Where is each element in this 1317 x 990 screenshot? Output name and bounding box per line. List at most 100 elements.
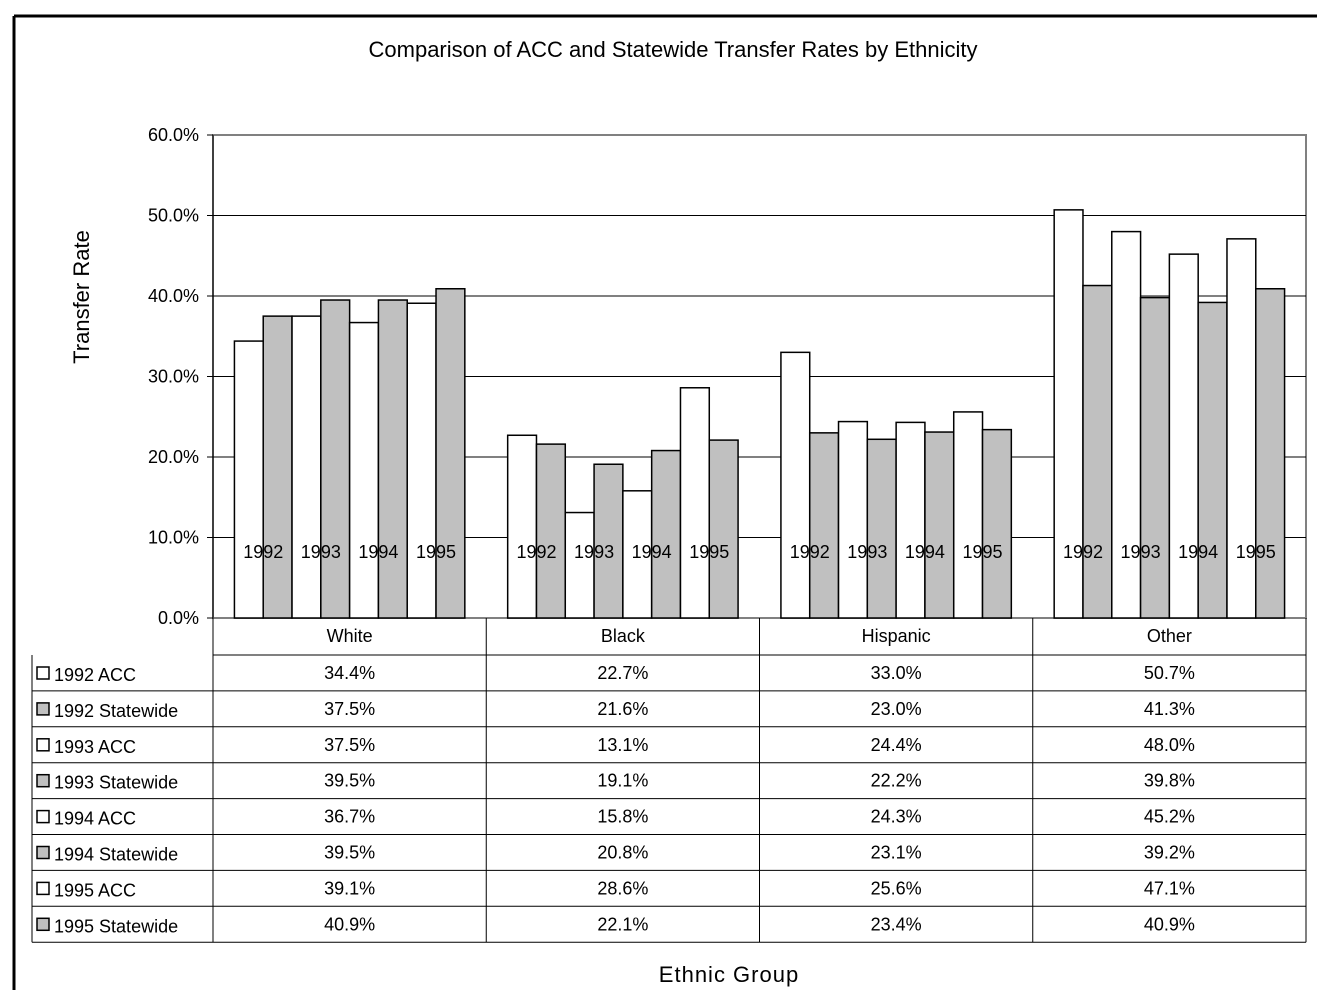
- legend-swatch: [36, 666, 50, 680]
- bar-year-label: 1993: [574, 542, 614, 562]
- bar-year-label: 1993: [1121, 542, 1161, 562]
- data-label: 45.2%: [1144, 807, 1195, 827]
- data-label: 50.7%: [1144, 663, 1195, 683]
- bar-year-label: 1995: [416, 542, 456, 562]
- bar-year-label: 1993: [301, 542, 341, 562]
- bar-1995-acc-black: [679, 387, 711, 619]
- bar-year-label: 1992: [516, 542, 556, 562]
- bar-1993-statewide-white: [320, 299, 351, 619]
- data-label: 47.1%: [1144, 878, 1195, 898]
- bar-year-label: 1992: [243, 542, 283, 562]
- bar-1992-acc-hispanic: [780, 351, 811, 619]
- bar-1992-acc-other: [1053, 209, 1084, 619]
- data-label: 19.1%: [597, 771, 648, 791]
- legend-label: 1993 ACC: [54, 737, 136, 757]
- data-label: 21.6%: [597, 699, 648, 719]
- category-label: White: [327, 626, 373, 646]
- bar-1993-statewide-other: [1139, 296, 1171, 619]
- data-label: 15.8%: [597, 807, 648, 827]
- bar-1992-statewide-hispanic: [808, 432, 840, 619]
- data-label: 23.1%: [871, 843, 922, 863]
- data-label: 40.9%: [324, 914, 375, 934]
- bar-year-label: 1995: [1236, 542, 1276, 562]
- data-label: 40.9%: [1144, 914, 1195, 934]
- bar-1992-acc-black: [506, 434, 538, 619]
- data-label: 23.0%: [871, 699, 922, 719]
- category-label: Other: [1147, 626, 1192, 646]
- bar-1992-statewide-black: [535, 443, 567, 619]
- data-label: 24.3%: [871, 807, 922, 827]
- bar-year-labels: 1992 1993 1994 1995 1992 1993 1994 1995 1992 1993…: [243, 542, 1276, 562]
- data-label: 37.5%: [324, 699, 375, 719]
- legend-swatch: [36, 702, 50, 716]
- bar-1994-statewide-white: [377, 299, 408, 619]
- legend-label: 1992 Statewide: [54, 701, 178, 721]
- data-table: White Black Hispanic Other 1992 ACC 34.4% 22.7…: [31, 618, 1307, 943]
- bar-1993-statewide-hispanic: [866, 438, 897, 619]
- legend-label: 1995 ACC: [54, 880, 136, 900]
- bar-year-label: 1994: [905, 542, 945, 562]
- bar-year-label: 1993: [847, 542, 887, 562]
- legend-swatch: [36, 809, 50, 824]
- data-label: 39.2%: [1144, 843, 1195, 863]
- bar-1994-acc-other: [1168, 253, 1199, 619]
- data-label: 39.8%: [1144, 771, 1195, 791]
- bar-1992-statewide-other: [1082, 284, 1113, 619]
- data-label: 22.2%: [871, 771, 922, 791]
- legend-swatch: [36, 845, 50, 860]
- bar-1994-acc-black: [622, 490, 653, 619]
- bar-1993-acc-black: [564, 511, 595, 619]
- bar-1995-statewide-hispanic: [981, 428, 1013, 619]
- bar-1994-statewide-black: [650, 449, 682, 619]
- data-label: 48.0%: [1144, 735, 1195, 755]
- y-tick-label: 50.0%: [148, 206, 199, 226]
- bar-1994-acc-white: [348, 321, 380, 619]
- y-tick-label: 20.0%: [148, 447, 199, 467]
- data-label: 13.1%: [597, 735, 648, 755]
- bar-year-label: 1995: [689, 542, 729, 562]
- legend-swatch: [36, 917, 50, 932]
- legend-swatch: [36, 738, 50, 752]
- chart-title: Comparison of ACC and Statewide Transfer…: [369, 37, 978, 62]
- data-label: 39.5%: [324, 843, 375, 863]
- bar-1995-acc-other: [1226, 238, 1257, 619]
- bar-1995-statewide-other: [1255, 288, 1286, 619]
- legend-label: 1992 ACC: [54, 665, 136, 685]
- x-axis-label: Ethnic Group: [659, 962, 799, 987]
- category-label: Hispanic: [862, 626, 931, 646]
- bar-1995-statewide-white: [435, 288, 466, 619]
- legend-label: 1995 Statewide: [54, 916, 178, 936]
- data-label: 22.7%: [597, 663, 648, 683]
- y-tick-label: 10.0%: [148, 528, 199, 548]
- bar-1993-acc-white: [291, 315, 322, 619]
- bar-1992-statewide-white: [262, 315, 293, 619]
- legend-label: 1993 Statewide: [54, 773, 178, 793]
- data-label: 28.6%: [597, 878, 648, 898]
- bar-year-label: 1992: [1063, 542, 1103, 562]
- bar-1993-acc-hispanic: [837, 420, 869, 619]
- data-label: 34.4%: [324, 663, 375, 683]
- bar-1993-statewide-black: [593, 463, 624, 619]
- data-label: 33.0%: [871, 663, 922, 683]
- y-axis-label: Transfer Rate: [69, 230, 94, 364]
- bar-1994-acc-hispanic: [895, 421, 926, 619]
- data-label: 39.1%: [324, 878, 375, 898]
- legend-label: 1994 Statewide: [54, 845, 178, 865]
- legend-swatch: [36, 773, 50, 788]
- bar-year-label: 1994: [1178, 542, 1218, 562]
- bar-1995-statewide-black: [708, 439, 739, 619]
- y-tick-label: 40.0%: [148, 286, 199, 306]
- data-label: 23.4%: [871, 914, 922, 934]
- data-label: 41.3%: [1144, 699, 1195, 719]
- data-label: 22.1%: [597, 914, 648, 934]
- data-label: 37.5%: [324, 735, 375, 755]
- bar-year-label: 1994: [358, 542, 398, 562]
- bar-1994-statewide-hispanic: [924, 431, 955, 619]
- bar-1995-acc-white: [406, 302, 437, 619]
- data-label: 39.5%: [324, 771, 375, 791]
- bar-1992-acc-white: [233, 340, 264, 619]
- y-tick-label: 60.0%: [148, 125, 199, 145]
- data-label: 24.4%: [871, 735, 922, 755]
